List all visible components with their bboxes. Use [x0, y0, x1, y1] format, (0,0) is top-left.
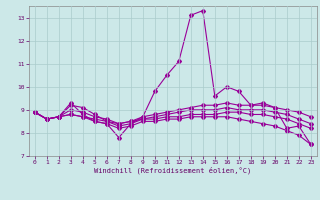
X-axis label: Windchill (Refroidissement éolien,°C): Windchill (Refroidissement éolien,°C)	[94, 167, 252, 174]
